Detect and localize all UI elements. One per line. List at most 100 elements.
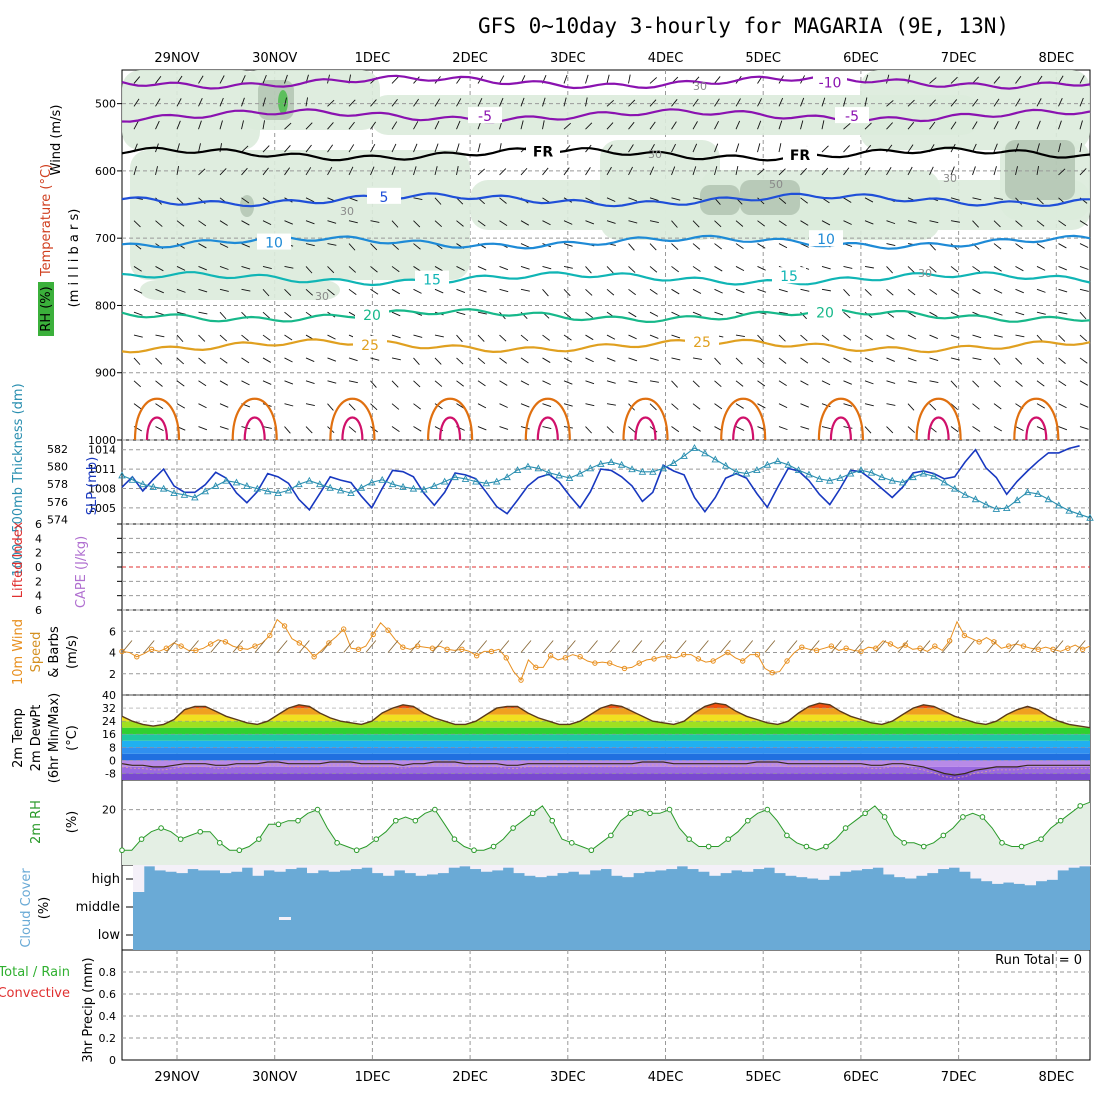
thickness-marker [274, 489, 282, 497]
wind-barb [649, 166, 655, 176]
wind-barb [843, 311, 851, 319]
rh-shade-dark [700, 185, 740, 215]
wind-barb [327, 403, 334, 411]
wind-barb [563, 311, 572, 319]
date-label-top: 1DEC [355, 51, 391, 66]
isotherm-35 [536, 416, 559, 441]
wind-barb [843, 403, 853, 407]
wind-barb [972, 121, 978, 130]
wind-barb [886, 357, 895, 362]
isotherm-label: 20 [363, 308, 381, 324]
cloud-high-gap [535, 865, 547, 878]
thickness-marker [1044, 495, 1053, 503]
wind-barb [1036, 143, 1040, 153]
wind-barb [800, 97, 805, 107]
wind-barb [1015, 166, 1018, 176]
wind-barb [219, 75, 225, 84]
wind-barb [327, 99, 335, 107]
wind-barb [456, 220, 464, 227]
wind-barb [649, 403, 657, 411]
wind-barb [606, 426, 614, 434]
wind-barb [606, 99, 614, 107]
cloud-high-gap [263, 865, 275, 871]
wind-barb [671, 143, 676, 153]
wind-barb [800, 334, 808, 342]
wind-speed-marker [843, 645, 849, 651]
cloud-high-gap [774, 865, 786, 874]
isotherm-15 [121, 271, 1091, 287]
wind-barb [155, 288, 164, 294]
wind-barb-10m [698, 640, 709, 653]
wind-barb [542, 220, 551, 226]
wind-barb [391, 121, 398, 130]
wind-speed-marker [754, 651, 761, 658]
wind-barb [284, 426, 291, 434]
wind-barb [993, 76, 1001, 84]
wind-barb-10m [276, 640, 288, 653]
wind-barb [284, 403, 294, 407]
rh2m-marker [549, 817, 556, 824]
wind-barb [219, 311, 227, 320]
thickness-marker [472, 477, 480, 485]
thickness-marker [461, 474, 470, 482]
thickness-marker [846, 469, 855, 477]
wind-barb-10m [720, 640, 731, 653]
wind-barb [1058, 311, 1068, 315]
wind-barb [413, 403, 421, 410]
thickness-marker [971, 495, 980, 503]
wind-barb [821, 167, 829, 176]
wind-barb [327, 166, 333, 176]
wind-barb [176, 288, 186, 293]
isotherm-35 [145, 416, 169, 441]
rh-tick-label: 20 [102, 804, 116, 817]
rh2m-marker [999, 840, 1005, 846]
wind-barb [735, 403, 744, 409]
rh2m-marker [960, 814, 966, 820]
cloud-high-gap [872, 865, 884, 868]
wind-barb [241, 167, 248, 176]
wind-barb [1079, 120, 1083, 130]
wind-barb [907, 266, 915, 274]
wind-barb [198, 380, 207, 387]
cloud-high-gap [546, 865, 558, 876]
wind-barb-10m [321, 640, 332, 653]
wind-barb [1036, 357, 1044, 365]
rh2m-line [122, 801, 1091, 851]
wind-barb [757, 357, 765, 365]
rh2m-marker [979, 814, 986, 820]
wind-barb [778, 334, 786, 342]
wind-barb [434, 403, 443, 410]
wind-barb [606, 166, 612, 176]
slp-tick-label: 1008 [88, 482, 116, 495]
thickness-marker [243, 482, 251, 489]
rh2m-marker [510, 825, 516, 831]
wind-barb [198, 426, 208, 431]
wind-speed-marker [932, 643, 938, 649]
wind-speed-marker [577, 654, 583, 660]
wind-barb [327, 288, 335, 296]
cloud-high-gap [394, 865, 406, 871]
wind-speed-marker [606, 660, 613, 666]
isotherm-label-bg [835, 107, 869, 124]
thickness-marker [1013, 496, 1021, 504]
thickness-marker [1034, 489, 1042, 497]
rh-shade [860, 70, 1090, 150]
temp-tick-label: 16 [102, 728, 116, 741]
wind-barb [950, 197, 960, 201]
wind-barb [628, 334, 637, 340]
wind-barb [284, 144, 291, 153]
wind-barb [628, 380, 638, 384]
rh2m-marker [568, 840, 575, 846]
wind-speed-marker [429, 645, 436, 651]
wind-speed-marker [592, 660, 598, 666]
wind-speed-marker [1006, 643, 1012, 649]
rh2m-marker [412, 817, 419, 824]
isotherm-label-bg [257, 233, 291, 250]
wind-barb [434, 120, 440, 130]
wind-barb [520, 334, 529, 342]
rh2m-marker [588, 847, 595, 854]
wind-barb-10m [764, 640, 776, 653]
chart-title: GFS 0~10day 3-hourly for MAGARIA (9E, 13… [478, 14, 1009, 38]
wind-barb [198, 334, 206, 342]
thickness-marker [919, 469, 928, 477]
